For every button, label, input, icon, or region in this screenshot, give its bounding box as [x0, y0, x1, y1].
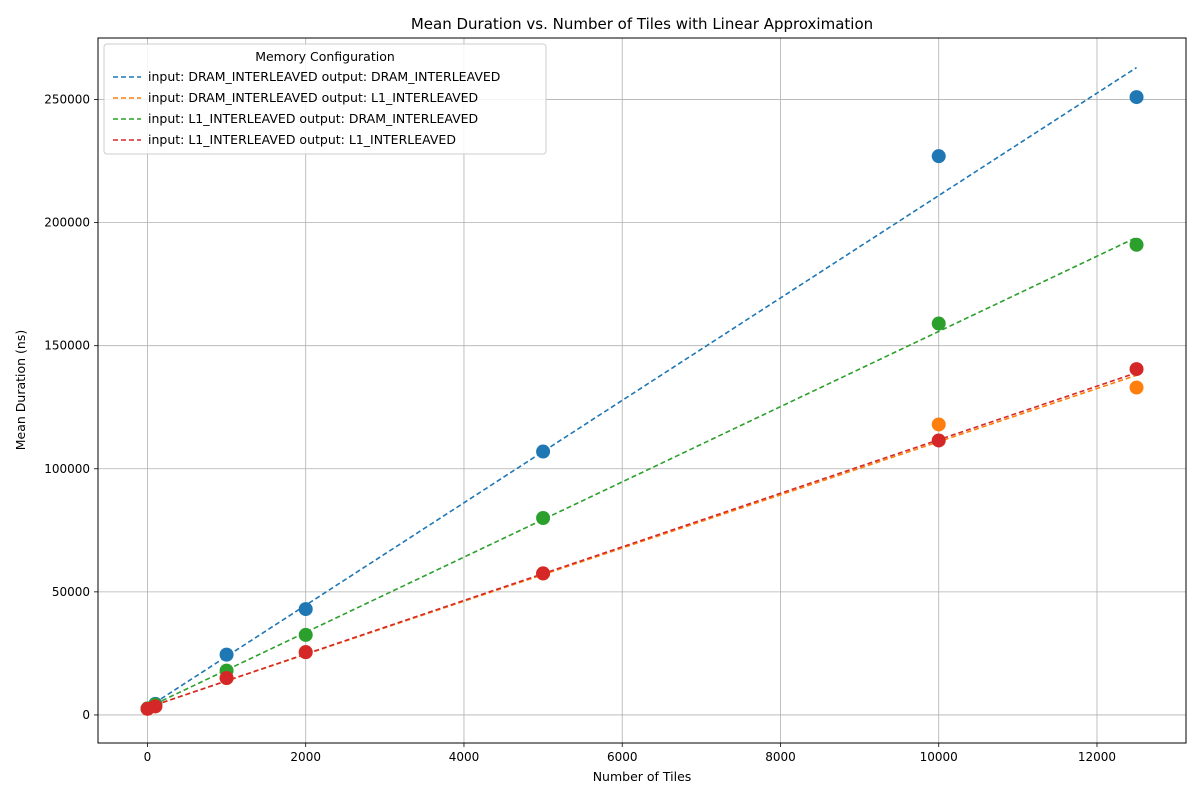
- legend-box: [103, 43, 547, 155]
- legend-entry: input: DRAM_INTERLEAVED output: DRAM_INT…: [148, 69, 500, 84]
- chart-title: Mean Duration vs. Number of Tiles with L…: [411, 15, 873, 33]
- y-tick-label: 50000: [52, 585, 90, 599]
- legend-entry: input: L1_INTERLEAVED output: L1_INTERLE…: [148, 132, 456, 147]
- data-point: [1129, 237, 1144, 252]
- data-point: [219, 671, 234, 686]
- legend: Memory Configuration input: DRAM_INTERLE…: [103, 43, 547, 155]
- x-tick-label: 4000: [449, 750, 480, 764]
- y-tick-label: 150000: [44, 339, 90, 353]
- data-point: [219, 647, 234, 662]
- x-tick-label: 10000: [920, 750, 958, 764]
- y-tick-label: 0: [82, 708, 90, 722]
- y-tick-label: 250000: [44, 93, 90, 107]
- data-point: [1129, 90, 1144, 105]
- data-point: [1129, 362, 1144, 377]
- fit-line: [147, 236, 1137, 709]
- axis-ticks: 0 2000 4000 6000 8000 10000 12000 0 50000 100000 1…: [44, 93, 1116, 764]
- x-axis-label: Number of Tiles: [593, 769, 692, 784]
- data-point: [536, 566, 551, 581]
- data-point: [536, 511, 551, 526]
- y-axis-label: Mean Duration (ns): [13, 330, 28, 450]
- y-tick-label: 100000: [44, 462, 90, 476]
- fit-line: [147, 66, 1137, 709]
- x-tick-label: 2000: [290, 750, 321, 764]
- x-tick-label: 12000: [1078, 750, 1116, 764]
- data-point: [536, 444, 551, 459]
- data-point: [1129, 380, 1144, 395]
- data-point: [298, 645, 313, 660]
- data-point: [931, 417, 946, 432]
- x-tick-label: 8000: [765, 750, 796, 764]
- grid: [98, 38, 1186, 743]
- plot-frame: [97, 37, 1187, 744]
- legend-entry: input: L1_INTERLEAVED output: DRAM_INTER…: [148, 111, 478, 126]
- x-tick-label: 6000: [607, 750, 638, 764]
- y-tick-label: 200000: [44, 216, 90, 230]
- data-point: [931, 316, 946, 331]
- data-points: [140, 90, 1144, 716]
- legend-entry: input: DRAM_INTERLEAVED output: L1_INTER…: [148, 90, 478, 105]
- data-point: [931, 433, 946, 448]
- data-point: [298, 627, 313, 642]
- x-tick-label: 0: [144, 750, 152, 764]
- legend-title: Memory Configuration: [255, 49, 395, 64]
- data-point: [931, 149, 946, 164]
- fit-lines: [147, 66, 1137, 709]
- data-point: [148, 699, 163, 714]
- fit-line: [147, 374, 1137, 709]
- fit-line: [147, 372, 1137, 709]
- data-point: [298, 602, 313, 617]
